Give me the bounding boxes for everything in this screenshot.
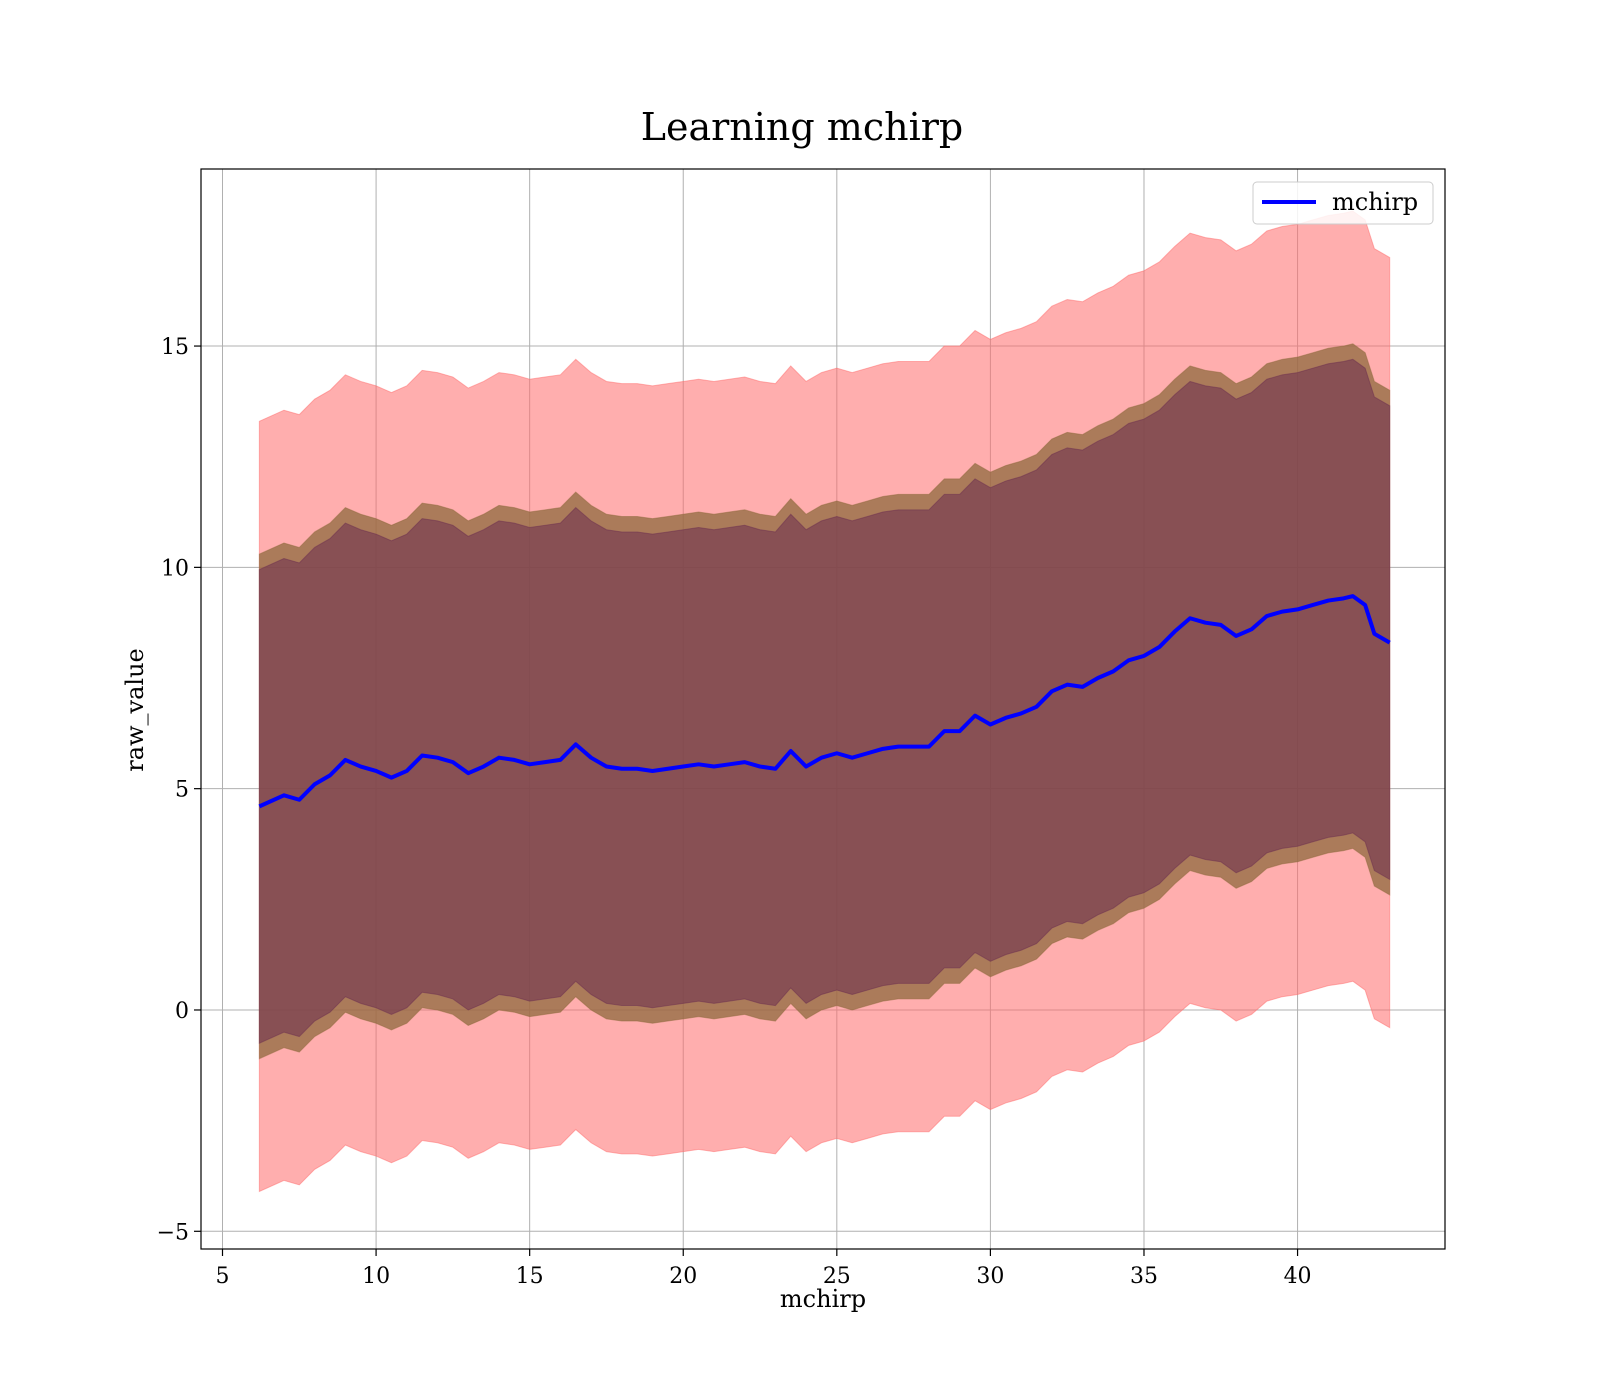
y-tick-label: −5 [157,1220,189,1245]
legend: mchirp [1252,181,1434,225]
y-tick-label: 0 [175,999,189,1024]
x-tick-label: 20 [669,1264,697,1289]
x-tick-label: 10 [362,1264,390,1289]
x-tick-label: 40 [1284,1264,1312,1289]
x-tick-label: 30 [976,1264,1004,1289]
legend-label: mchirp [1332,188,1418,216]
x-tick-label: 25 [823,1264,851,1289]
y-tick-label: 15 [161,335,189,360]
x-axis-label: mchirp [780,1285,866,1313]
y-tick-label: 5 [175,778,189,803]
axes-frame [200,168,1446,1250]
y-axis-ticks: −5 0 5 10 15 [157,335,201,1245]
band-1sigma [258,358,1391,1044]
series-line-mchirp [258,594,1391,809]
plot-area [201,169,1445,1249]
x-tick-label: 35 [1130,1264,1158,1289]
legend-box [1252,181,1434,225]
x-tick-label: 15 [516,1264,544,1289]
y-axis-label: raw_value [121,648,149,772]
x-axis-ticks: 5 10 15 20 25 30 35 40 [216,1249,1312,1289]
x-tick-label: 5 [216,1264,230,1289]
chart-title: Learning mchirp [641,105,963,149]
y-tick-label: 10 [161,556,189,581]
